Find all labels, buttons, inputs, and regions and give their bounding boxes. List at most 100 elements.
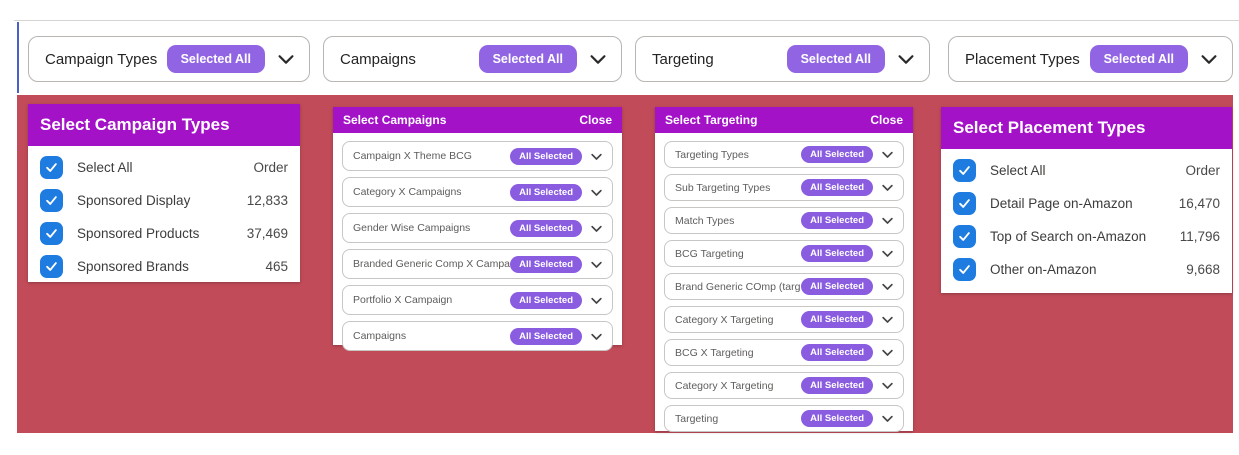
panel-header: Select Campaigns Close	[333, 107, 622, 133]
all-selected-badge: All Selected	[801, 377, 873, 394]
all-selected-badge: All Selected	[510, 183, 582, 201]
panel-header: Select Targeting Close	[655, 107, 913, 133]
selected-all-badge: Selected All	[1089, 45, 1188, 73]
all-selected-badge: All Selected	[801, 245, 873, 262]
chevron-down-icon	[882, 283, 893, 290]
dropdown-label: Campaign Types	[45, 50, 158, 68]
chevron-down-icon	[1201, 55, 1217, 64]
row-value: 16,470	[1178, 196, 1220, 211]
chevron-down-icon	[882, 349, 893, 356]
placement-types-dropdown[interactable]: Placement Types Selected All	[948, 36, 1233, 82]
sub-dropdown-label: Campaign X Theme BCG	[353, 150, 472, 162]
all-selected-badge: All Selected	[801, 344, 873, 361]
panel-title: Select Campaign Types	[28, 104, 300, 146]
chevron-down-icon	[898, 55, 914, 64]
row-label: Sponsored Brands	[77, 259, 189, 274]
sub-dropdown[interactable]: BCG X Targeting All Selected	[664, 339, 904, 366]
select-placement-types-panel: Select Placement Types Select All Order …	[941, 107, 1232, 293]
list-item: Select All Order	[40, 151, 288, 184]
row-label: Select All	[77, 160, 133, 175]
list-item: Other on-Amazon 9,668	[953, 253, 1220, 286]
all-selected-badge: All Selected	[801, 278, 873, 295]
select-campaign-types-panel: Select Campaign Types Select All Order S…	[28, 104, 300, 282]
sub-dropdown-label: BCG X Targeting	[675, 346, 754, 359]
campaign-types-dropdown[interactable]: Campaign Types Selected All	[28, 36, 310, 82]
sub-dropdown[interactable]: Targeting All Selected	[664, 405, 904, 432]
sub-dropdown-label: Targeting	[675, 412, 719, 425]
all-selected-badge: All Selected	[510, 291, 582, 309]
sub-dropdown[interactable]: BCG Targeting All Selected	[664, 240, 904, 267]
list-item: Top of Search on-Amazon 11,796	[953, 220, 1220, 253]
checkbox-checked-icon[interactable]	[953, 159, 976, 182]
targeting-dropdown[interactable]: Targeting Selected All	[635, 36, 930, 82]
top-divider	[14, 20, 1239, 21]
sub-dropdown[interactable]: Gender Wise Campaigns All Selected	[342, 213, 613, 243]
sub-dropdown[interactable]: Portfolio X Campaign All Selected	[342, 285, 613, 315]
row-value: 465	[265, 259, 288, 274]
row-label: Other on-Amazon	[990, 262, 1097, 277]
sub-dropdown-label: Portfolio X Campaign	[353, 294, 453, 306]
dropdown-label: Campaigns	[340, 50, 416, 68]
chevron-down-icon	[591, 225, 602, 232]
row-label: Detail Page on-Amazon	[990, 196, 1133, 211]
checkbox-checked-icon[interactable]	[953, 192, 976, 215]
chevron-down-icon	[591, 189, 602, 196]
list-item: Sponsored Display 12,833	[40, 184, 288, 217]
all-selected-badge: All Selected	[510, 147, 582, 165]
sub-dropdown-label: Branded Generic Comp X Campaigns	[353, 258, 510, 270]
sub-dropdown[interactable]: Category X Campaigns All Selected	[342, 177, 613, 207]
checkbox-checked-icon[interactable]	[953, 225, 976, 248]
checkbox-checked-icon[interactable]	[953, 258, 976, 281]
all-selected-badge: All Selected	[801, 311, 873, 328]
chevron-down-icon	[882, 382, 893, 389]
sub-dropdown-label: Brand Generic COmp (targeting)	[675, 280, 801, 293]
sub-dropdown[interactable]: Campaign X Theme BCG All Selected	[342, 141, 613, 171]
checkbox-checked-icon[interactable]	[40, 189, 63, 212]
all-selected-badge: All Selected	[801, 146, 873, 163]
campaigns-dropdown[interactable]: Campaigns Selected All	[323, 36, 622, 82]
chevron-down-icon	[591, 297, 602, 304]
sub-dropdown[interactable]: Match Types All Selected	[664, 207, 904, 234]
row-value: 12,833	[246, 193, 288, 208]
selected-all-badge: Selected All	[166, 45, 265, 73]
checkbox-checked-icon[interactable]	[40, 156, 63, 179]
row-label: Top of Search on-Amazon	[990, 229, 1147, 244]
list-item: Detail Page on-Amazon 16,470	[953, 187, 1220, 220]
select-campaigns-panel: Select Campaigns Close Campaign X Theme …	[333, 107, 622, 351]
sub-dropdown[interactable]: Category X Targeting All Selected	[664, 306, 904, 333]
sub-dropdown-label: BCG Targeting	[675, 247, 744, 260]
chevron-down-icon	[278, 55, 294, 64]
checkbox-checked-icon[interactable]	[40, 255, 63, 278]
chevron-down-icon	[882, 151, 893, 158]
panel-title: Select Targeting	[665, 113, 758, 127]
checkbox-checked-icon[interactable]	[40, 222, 63, 245]
sub-dropdown[interactable]: Branded Generic Comp X Campaigns All Sel…	[342, 249, 613, 279]
chevron-down-icon	[590, 55, 606, 64]
chevron-down-icon	[591, 333, 602, 340]
sub-dropdown[interactable]: Campaigns All Selected	[342, 321, 613, 351]
chevron-down-icon	[882, 217, 893, 224]
visual-selection-line	[17, 22, 19, 93]
all-selected-badge: All Selected	[801, 212, 873, 229]
close-button[interactable]: Close	[579, 113, 612, 127]
list-item: Select All Order	[953, 154, 1220, 187]
row-label: Sponsored Products	[77, 226, 200, 241]
sub-dropdown[interactable]: Sub Targeting Types All Selected	[664, 174, 904, 201]
chevron-down-icon	[882, 316, 893, 323]
sub-dropdown-label: Match Types	[675, 214, 735, 227]
row-value: 11,796	[1179, 229, 1220, 244]
sub-dropdown[interactable]: Targeting Types All Selected	[664, 141, 904, 168]
chevron-down-icon	[882, 250, 893, 257]
close-button[interactable]: Close	[870, 113, 903, 127]
sub-dropdown[interactable]: Brand Generic COmp (targeting) All Selec…	[664, 273, 904, 300]
list-item: Sponsored Brands 465	[40, 250, 288, 283]
panel-title: Select Placement Types	[941, 107, 1232, 149]
chevron-down-icon	[882, 184, 893, 191]
sub-dropdown[interactable]: Category X Targeting All Selected	[664, 372, 904, 399]
all-selected-badge: All Selected	[510, 327, 582, 345]
dropdown-label: Placement Types	[965, 50, 1080, 68]
chevron-down-icon	[882, 415, 893, 422]
sub-dropdown-label: Category X Targeting	[675, 379, 774, 392]
sub-dropdown-label: Campaigns	[353, 330, 407, 342]
